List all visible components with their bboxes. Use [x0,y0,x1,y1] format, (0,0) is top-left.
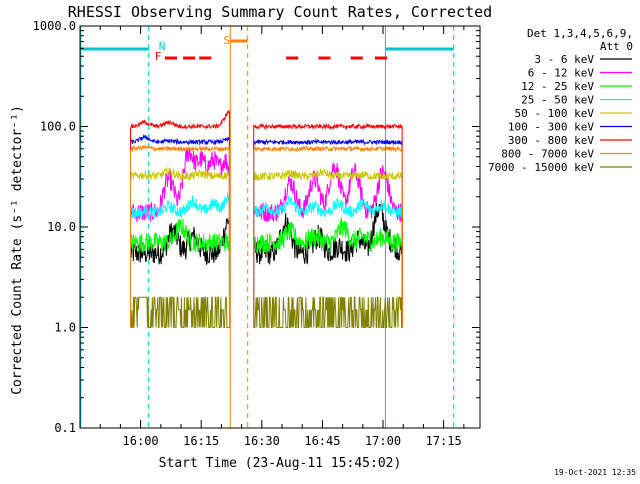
legend-entry-label: 3 - 6 keV [534,53,594,66]
legend-entry-label: 25 - 50 keV [521,94,594,107]
y-axis-label: Corrected Count Rate (s⁻¹ detector⁻¹) [10,105,25,395]
y-tick-label: 10.0 [47,220,76,234]
x-tick-label: 16:00 [123,434,159,448]
series-line [253,168,403,328]
y-tick-label: 100.0 [40,120,76,134]
series-4 [130,166,403,328]
legend-entry-label: 300 - 800 keV [508,134,594,147]
legend-header-line-1: Det 1,3,4,5,6,9, [527,27,633,40]
series-3 [130,192,403,328]
series-line [130,192,230,328]
series-line [130,144,230,328]
series-2 [130,217,403,328]
series-line [253,122,403,328]
series-5 [130,134,403,328]
series-line [130,216,230,328]
y-tick-label: 1.0 [54,321,76,335]
legend-entry-label: 100 - 300 keV [508,121,594,134]
legend-header-line-2: Att 0 [600,40,633,53]
legend-entry-label: 12 - 25 keV [521,80,594,93]
series-line [253,195,403,328]
flag-n: N [159,40,166,53]
x-tick-label: 16:30 [244,434,280,448]
series-line [130,218,230,328]
axis-layer: 0.1 1.0 10.0 100.0 1000.0 16:00 16:15 16:30 16:4… [33,19,481,448]
series-line [253,217,403,328]
chart-title: RHESSI Observing Summary Count Rates, Co… [68,3,492,21]
series-line [253,138,403,328]
y-tick-label: 1000.0 [33,19,76,33]
series-line [130,147,230,328]
series-6 [130,110,403,328]
legend-entry-label: 7000 - 15000 keV [488,161,594,174]
flag-f: F [155,50,162,63]
y-tick-label: 0.1 [54,421,76,435]
x-tick-label: 16:45 [304,434,340,448]
timestamp: 19-Oct-2021 12:35 [554,468,636,477]
series-8 [130,296,403,328]
series-line [130,296,230,328]
legend-entry-label: 6 - 12 keV [528,67,595,80]
x-axis-label: Start Time (23-Aug-11 15:45:02) [159,456,402,471]
flag-s: S [223,34,230,47]
x-tick-label: 17:15 [426,434,462,448]
series-line [130,166,230,328]
x-tick-label: 17:00 [365,434,401,448]
y-axis-label-text: Corrected Count Rate (s⁻¹ detector⁻¹) [10,105,25,395]
series-line [253,296,403,328]
x-tick-label: 16:15 [183,434,219,448]
series-line [130,110,230,328]
legend-entry-label: 800 - 7000 keV [501,148,594,161]
series-line [253,145,403,328]
series-line [130,134,230,328]
legend-entry-label: 50 - 100 keV [515,107,595,120]
series-7 [130,144,403,328]
series-layer [130,110,403,328]
